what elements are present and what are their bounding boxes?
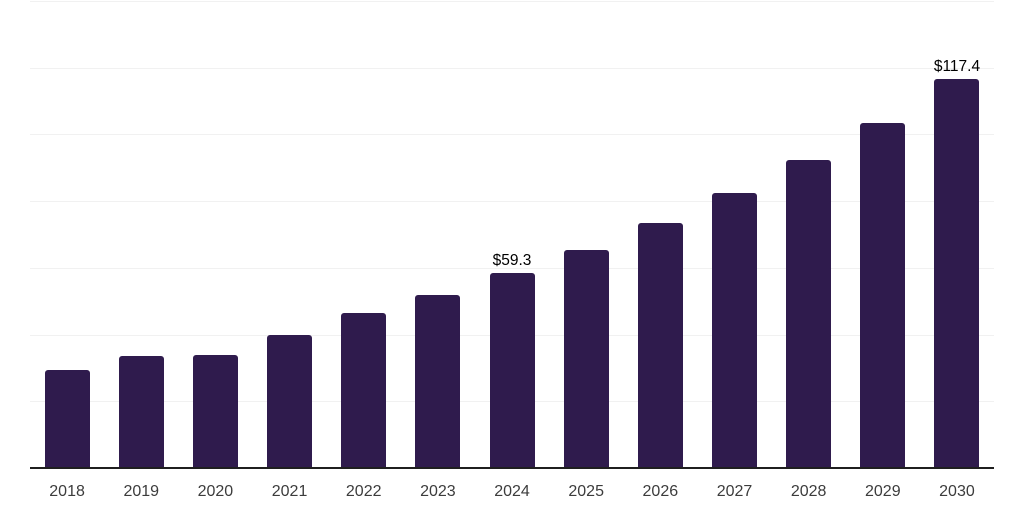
- bar-2027: [711, 193, 757, 469]
- gridline-80: [30, 201, 994, 203]
- x-tick-2029: 2029: [865, 483, 901, 500]
- x-axis-labels: 2018 2019 2020 2021 2022 2023 2024 2025 2026 2027…: [30, 482, 994, 501]
- bar-column-2020: [178, 355, 252, 469]
- plot-area: $59.3 $117.4: [30, 0, 994, 469]
- bar-2025: [563, 250, 609, 469]
- x-tick-2026: 2026: [642, 483, 679, 500]
- x-tick-2025: 2025: [568, 483, 604, 500]
- x-tick-2018: 2018: [49, 483, 85, 500]
- bar-2026: [637, 223, 683, 469]
- x-tick-2021: 2021: [271, 483, 308, 500]
- bar-2030: $117.4: [934, 58, 980, 469]
- x-tick-2024: 2024: [494, 483, 530, 500]
- x-tick-2022: 2022: [345, 483, 382, 500]
- gridline-60: [30, 267, 994, 269]
- bar-column-2030: $117.4: [920, 58, 994, 469]
- bar-2019: [118, 356, 164, 469]
- bar-column-2019: [104, 356, 178, 469]
- bar-column-2018: [30, 370, 104, 469]
- x-tick-2023: 2023: [420, 483, 456, 500]
- bar-column-2021: [252, 335, 326, 469]
- bar-column-2027: [697, 193, 771, 469]
- bar-column-2024: $59.3: [475, 252, 549, 469]
- bar-column-2029: [846, 123, 920, 469]
- bar-2024: $59.3: [489, 252, 535, 469]
- gridline-100: [30, 134, 994, 136]
- bar-2028: [786, 160, 832, 469]
- bar-2018: [44, 370, 90, 469]
- bar-value-label-2024: $59.3: [492, 251, 532, 269]
- bar-2023: [415, 295, 461, 469]
- bar-column-2023: [401, 295, 475, 469]
- gridline-120: [30, 67, 994, 69]
- bar-column-2028: [772, 160, 846, 469]
- bar-2020: [192, 355, 238, 469]
- bar-value-label-2030: $117.4: [933, 57, 981, 75]
- bar-column-2022: [327, 313, 401, 469]
- x-tick-2030: 2030: [939, 483, 975, 500]
- gridline-140: [30, 1, 994, 2]
- x-tick-2020: 2020: [197, 483, 234, 500]
- x-tick-2027: 2027: [716, 483, 753, 500]
- bar-2029: [860, 123, 906, 469]
- bar-column-2026: [623, 223, 697, 469]
- x-tick-2028: 2028: [790, 483, 827, 500]
- bar-2021: [267, 335, 313, 469]
- bar-column-2025: [549, 250, 623, 469]
- bars-container: $59.3 $117.4: [30, 0, 994, 469]
- bar-2022: [341, 313, 387, 469]
- x-axis-line: [30, 467, 994, 469]
- x-tick-2019: 2019: [123, 483, 160, 500]
